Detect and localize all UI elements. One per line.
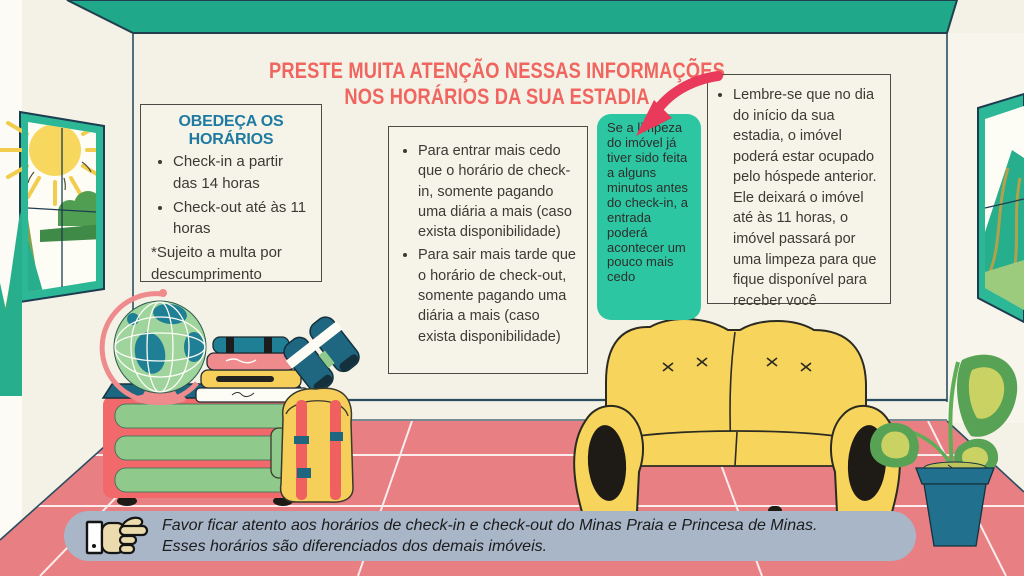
sofa-tufts [662,357,812,372]
books-icon [195,336,309,403]
backpack-icon [270,387,354,503]
title-line-1: PRESTE MUITA ATENÇÃO NESSAS INFORMAÇÕES [269,58,725,83]
footer-line-2: Esses horários são diferenciados dos dem… [162,538,548,555]
schedule-list: Check-in a partir das 14 horas Check-out… [151,151,311,240]
title-line-2: NOS HORÁRIOS DA SUA ESTADIA [344,83,650,109]
potted-plant-icon [869,354,1018,547]
schedule-box: OBEDEÇA OS HORÁRIOS Check-in a partir da… [140,104,322,283]
list-item: Lembre-se que no dia do início da sua es… [733,85,886,311]
early-late-policy-box: Para entrar mais cedo que o horário de c… [388,126,588,374]
ceiling [66,0,959,34]
page-title: PRESTE MUITA ATENÇÃO NESSAS INFORMAÇÕES … [248,58,746,110]
globe-icon [99,289,207,405]
binoculars-icon [283,316,360,393]
footer-text: Favor ficar atento aos horários de check… [162,515,817,557]
penalty-note: *Sujeito a multa por descumprimento [151,244,282,283]
list-item: Check-out até às 11 horas [173,197,311,241]
reminder-box: Lembre-se que no dia do início da sua es… [707,74,891,309]
list-item: Check-in a partir das 14 horas [173,151,311,195]
footer-banner: Favor ficar atento aos horários de check… [64,511,916,561]
early-entry-text: Se a limpeza do imóvel já tiver sido fei… [607,120,688,285]
list-item: Para sair mais tarde que o horário de ch… [418,245,579,346]
arrow-icon [636,71,723,136]
footer-line-1: Favor ficar atento aos horários de check… [162,516,818,534]
schedule-heading: OBEDEÇA OS HORÁRIOS [178,113,284,148]
list-item: Para entrar mais cedo que o horário de c… [418,141,579,242]
pointing-hand-icon [85,516,149,555]
policy-list: Para entrar mais cedo que o horário de c… [397,141,579,347]
reminder-list: Lembre-se que no dia do início da sua es… [712,85,886,311]
early-entry-note: Se a limpeza do imóvel já tiver sido fei… [597,114,701,320]
sofa [573,318,901,516]
right-window [977,92,1024,324]
